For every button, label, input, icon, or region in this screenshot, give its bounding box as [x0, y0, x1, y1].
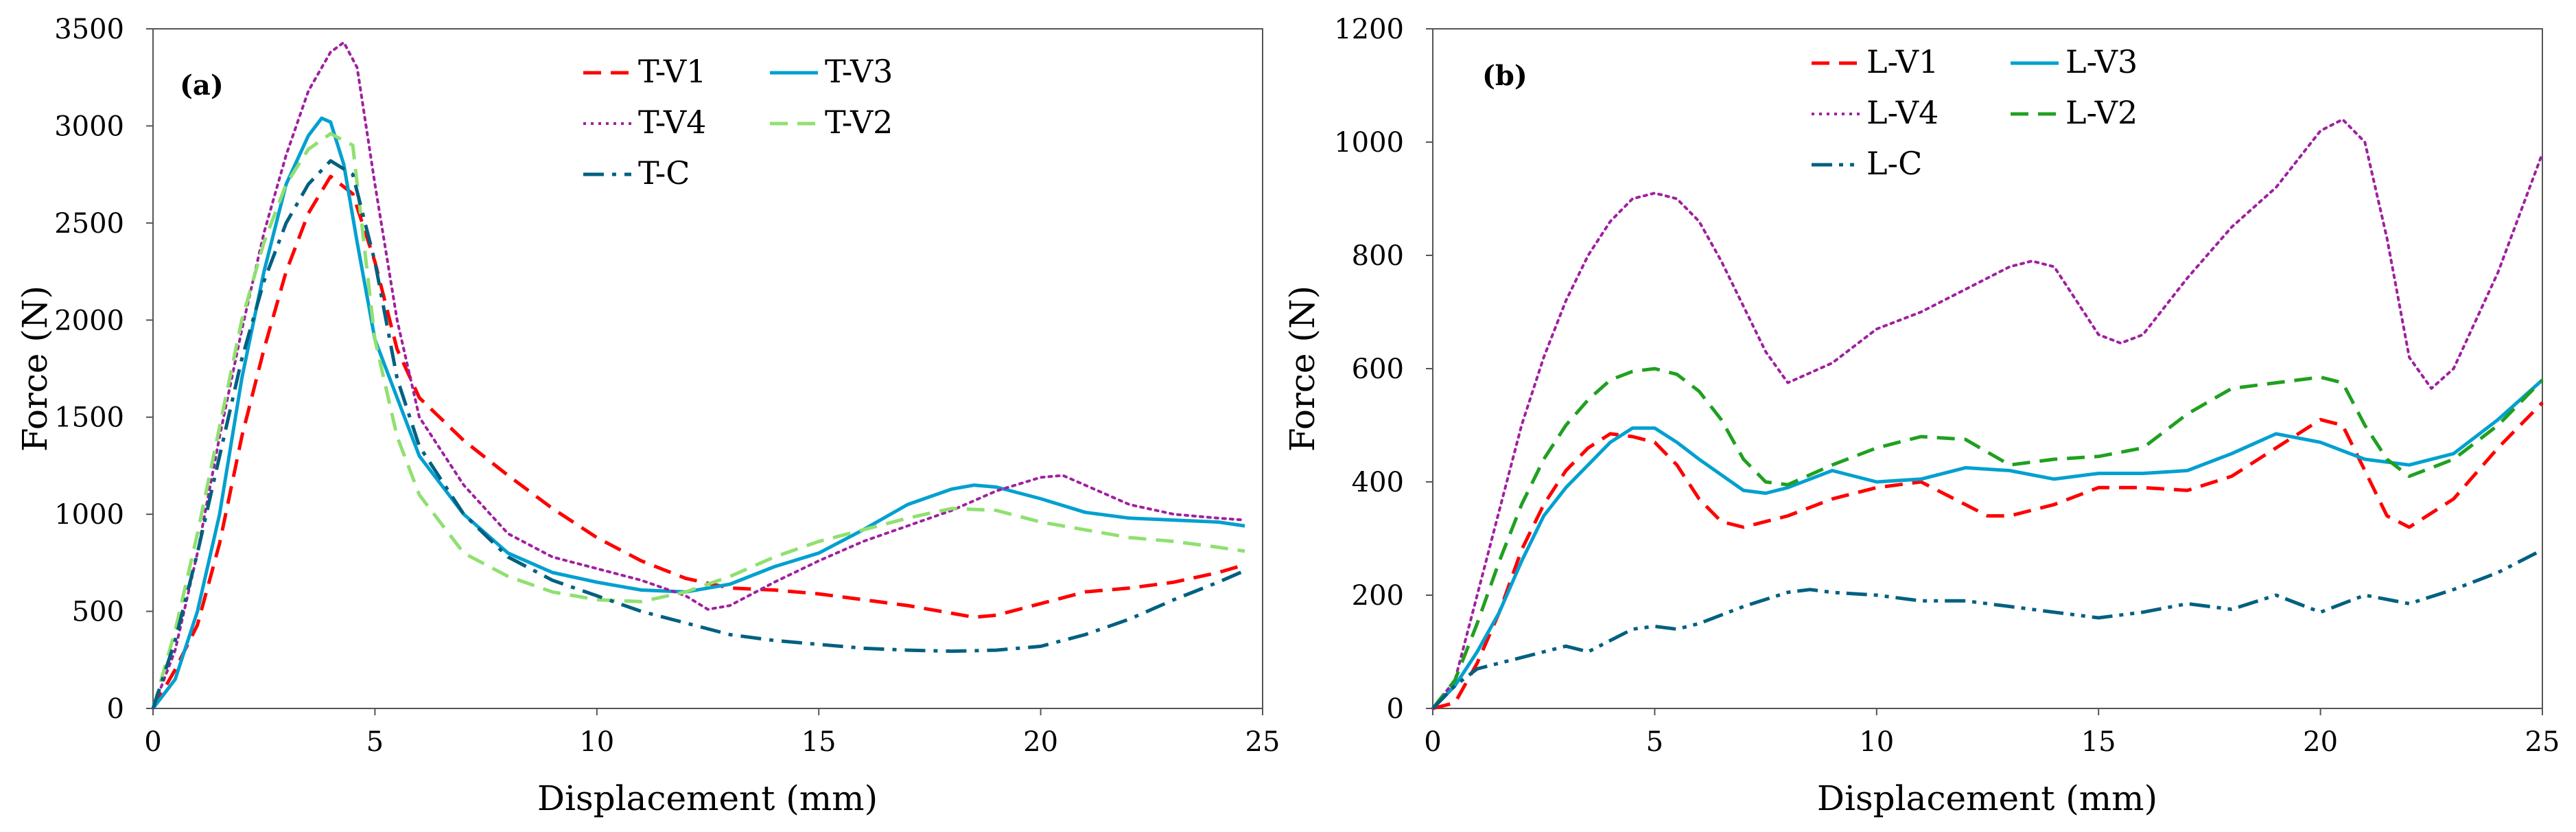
series-line-t-c	[151, 159, 1246, 709]
y-tick-label: 3500	[54, 14, 124, 45]
y-tick-label: 800	[1352, 240, 1404, 272]
legend-label-t-c: T-C	[638, 154, 690, 192]
series-line-l-v1	[1432, 401, 2544, 710]
legend-a: T-V1 T-V3 T-V4 T-V2 T-C	[583, 53, 893, 192]
y-tick-label: 3000	[54, 111, 124, 142]
y-tick-label: 1000	[54, 499, 124, 531]
series-line-l-v3	[1431, 378, 2544, 710]
series-line-t-v4	[152, 41, 1247, 710]
legend-label-t-v1: T-V1	[638, 53, 706, 90]
x-tick-label: 10	[1859, 726, 1894, 758]
series-line-t-v3	[152, 116, 1245, 710]
y-tick-label: 2000	[54, 305, 124, 336]
series-lines-b	[1431, 118, 2544, 710]
y-tick-label: 2500	[54, 208, 124, 240]
series-lines-a	[151, 41, 1247, 710]
y-axis-title-a: Force (N)	[15, 286, 55, 452]
y-axis-title-b: Force (N)	[1283, 286, 1322, 452]
x-axis-title-a: Displacement (mm)	[537, 778, 878, 818]
legend-label-l-v4: L-V4	[1866, 94, 1939, 131]
y-tick-label: 600	[1352, 354, 1404, 385]
y-tick-label: 1200	[1334, 14, 1404, 45]
y-tick-label: 1000	[1334, 127, 1404, 159]
series-line-l-v2	[1431, 367, 2544, 710]
y-tick-label: 200	[1352, 580, 1404, 612]
x-tick-label: 15	[801, 726, 836, 758]
plot-area-a	[152, 28, 1263, 709]
y-tick-label: 0	[1387, 693, 1404, 725]
y-tick-label: 1500	[54, 402, 124, 434]
panel-label-b: (b)	[1482, 60, 1527, 92]
legend-label-l-c: L-C	[1866, 145, 1922, 182]
x-axis-title-b: Displacement (mm)	[1817, 778, 2157, 818]
y-tick-label: 400	[1352, 467, 1404, 498]
y-tick-label: 0	[107, 693, 124, 725]
legend-label-l-v2: L-V2	[2065, 94, 2138, 131]
legend-label-l-v1: L-V1	[1866, 43, 1939, 80]
x-tick-label: 0	[144, 726, 161, 758]
x-tick-label: 15	[2081, 726, 2116, 758]
legend-label-t-v3: T-V3	[825, 53, 893, 90]
panel-label-a: (a)	[180, 69, 224, 102]
axis-ticks-b: 0 5 10 15 20 25 0 200 400 600 800 1000 1200	[1334, 14, 2560, 758]
series-line-t-v2	[151, 132, 1245, 709]
legend-label-t-v2: T-V2	[825, 104, 893, 141]
legend-label-t-v4: T-V4	[638, 104, 706, 141]
series-line-l-c	[1431, 548, 2544, 710]
x-tick-label: 25	[2525, 726, 2560, 758]
axis-ticks-a: 0 5 10 15 20 25 0 500 1000 1500 2000 2500 3000 3500	[54, 14, 1280, 758]
legend-b: L-V1 L-V3 L-V4 L-V2 L-C	[1812, 43, 2138, 182]
x-tick-label: 10	[579, 726, 614, 758]
x-tick-label: 20	[1023, 726, 1058, 758]
plot-area-b	[1432, 28, 2543, 709]
x-tick-label: 0	[1424, 726, 1441, 758]
x-tick-label: 20	[2303, 726, 2338, 758]
chart-panel-a: (a) Displacement (mm) Force (N) 0 5 10 15 20…	[15, 14, 1280, 818]
x-tick-label: 5	[366, 726, 384, 758]
y-tick-label: 500	[72, 597, 124, 628]
x-tick-label: 5	[1646, 726, 1663, 758]
chart-panel-b: (b) Displacement (mm) Force (N) 0 5 10 15 20…	[1283, 14, 2560, 818]
legend-label-l-v3: L-V3	[2065, 43, 2138, 80]
x-tick-label: 25	[1245, 726, 1280, 758]
series-line-t-v1	[151, 174, 1245, 710]
series-line-l-v4	[1431, 118, 2544, 710]
